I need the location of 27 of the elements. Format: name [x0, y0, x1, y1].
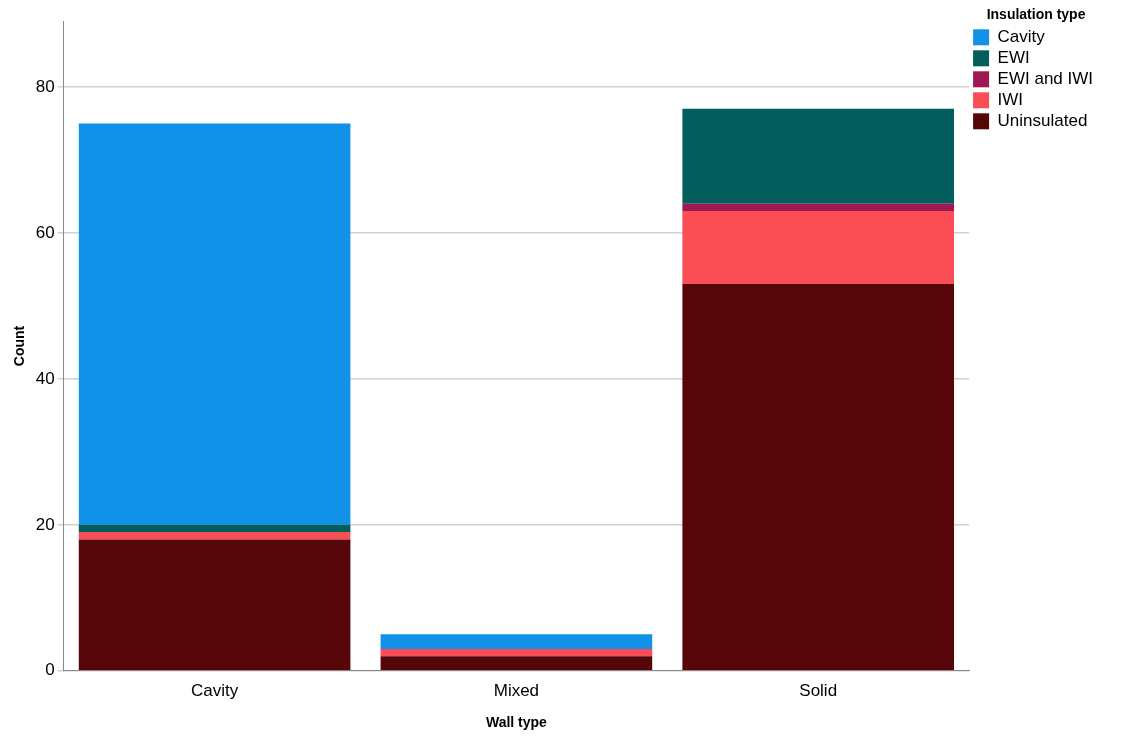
y-tick-label: 20	[35, 514, 55, 534]
bar	[78, 532, 351, 540]
bar	[380, 634, 653, 649]
legend-label: IWI	[997, 89, 1024, 109]
legend-label: Uninsulated	[997, 110, 1088, 130]
y-tick-label: 0	[45, 660, 55, 680]
legend-title: Insulation type	[986, 5, 1086, 22]
bar	[380, 656, 653, 671]
bar	[78, 123, 351, 525]
legend-label: Cavity	[997, 26, 1046, 46]
bar	[682, 283, 954, 671]
legend-label: EWI and IWI	[997, 68, 1094, 88]
y-tick-label: 60	[35, 222, 55, 242]
x-tick-label: Solid	[799, 680, 838, 700]
bar	[682, 210, 954, 284]
y-tick-label: 40	[35, 368, 55, 388]
bar	[682, 108, 954, 204]
bar	[682, 203, 954, 211]
bar	[78, 539, 351, 671]
x-axis-title: Wall type	[485, 714, 548, 731]
bar	[78, 524, 351, 533]
legend-label: EWI	[997, 47, 1030, 67]
bar	[380, 648, 653, 657]
y-axis-title: Count	[11, 325, 28, 367]
x-tick-label: Mixed	[493, 680, 540, 700]
x-tick-label: Cavity	[190, 680, 239, 700]
y-tick-label: 80	[35, 76, 55, 96]
